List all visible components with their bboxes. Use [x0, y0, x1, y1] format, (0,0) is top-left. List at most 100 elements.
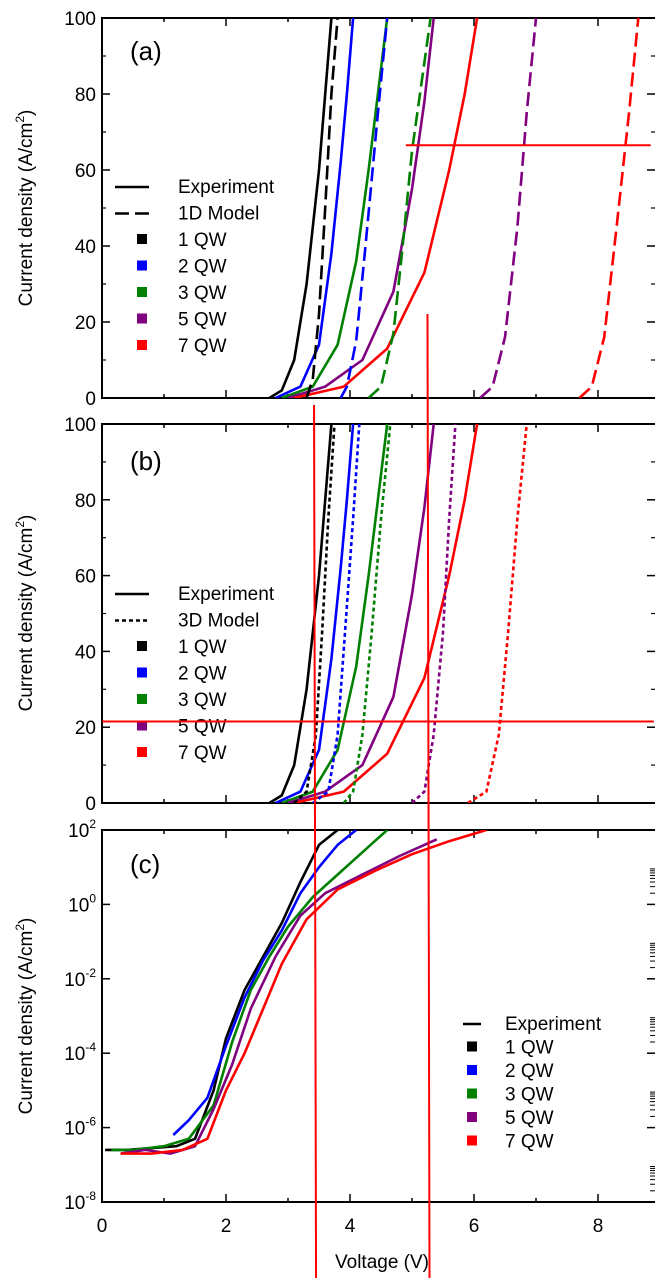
y-tick-label: 80 [75, 491, 96, 512]
series-line [342, 424, 392, 803]
x-tick-label: 4 [345, 1216, 356, 1237]
panel-c-frame [101, 829, 655, 1203]
legend-color-swatch [137, 694, 147, 704]
panel-b-legend: Experiment 3D Model 1 QW 2 QW 3 QW 5 QW 7 QW [115, 584, 275, 764]
red-annotation-lines [102, 144, 654, 1279]
series-line [293, 424, 336, 803]
x-tick-label: 2 [221, 1216, 232, 1237]
legend-color-swatch [467, 1135, 477, 1146]
series-line [578, 18, 640, 398]
legend-label: Experiment [178, 177, 275, 198]
series-line [111, 830, 389, 1152]
series-line [467, 424, 528, 803]
legend-label: 3 QW [178, 690, 227, 711]
series-line [411, 424, 457, 803]
y-tick-label: 102 [68, 817, 96, 842]
series-line [312, 424, 361, 803]
series-line [339, 18, 389, 398]
panel-a-ylabel: Current density (A/cm2) [13, 110, 37, 307]
legend-label: 3D Model [178, 611, 259, 632]
legend-color-swatch [467, 1041, 477, 1052]
y-tick-label: 10-4 [64, 1040, 96, 1065]
series-line [281, 18, 389, 398]
red-vertical-line [313, 404, 318, 1279]
y-tick-label: 0 [85, 389, 96, 410]
series-line [172, 830, 358, 1136]
legend-label: 2 QW [178, 664, 227, 685]
y-tick-label: 60 [75, 567, 96, 588]
legend-color-swatch [467, 1112, 477, 1122]
y-tick-label: 20 [75, 718, 96, 739]
legend-label: 5 QW [505, 1108, 554, 1129]
y-tick-label: 0 [85, 794, 96, 815]
y-tick-label: 80 [75, 85, 96, 106]
panel-b-ticks: 0 20 40 60 80 100 [64, 415, 655, 815]
legend-label: 7 QW [178, 743, 227, 764]
red-vertical-line [426, 313, 431, 1279]
y-tick-label: 20 [75, 313, 96, 334]
legend-label: 1 QW [178, 230, 227, 251]
legend-label: 1 QW [505, 1038, 554, 1059]
legend-color-swatch [467, 1088, 477, 1099]
panel-c-legend: Experiment 1 QW2 QW 3 QW5 QW 7 QW [463, 1014, 602, 1153]
series-line [275, 424, 355, 803]
legend-color-swatch [467, 1065, 477, 1075]
legend-label: 5 QW [178, 310, 227, 331]
y-tick-label: 40 [75, 642, 96, 663]
panel-b-series [268, 424, 528, 803]
legend-color-swatch [137, 313, 147, 324]
series-line [275, 18, 355, 398]
x-tick-label: 8 [593, 1216, 604, 1237]
x-axis-label: Voltage (V) [335, 1252, 429, 1273]
series-line [479, 18, 538, 398]
y-tick-label: 10-8 [64, 1189, 96, 1214]
series-line [367, 18, 432, 398]
legend-label: 2 QW [505, 1061, 554, 1082]
legend-label: 3 QW [178, 283, 227, 304]
panel-a-legend: Experiment 1D Model 1 QW 2 QW 3 QW 5 QW 7 QW [115, 177, 275, 357]
y-tick-label: 60 [75, 161, 96, 182]
legend-color-swatch [137, 720, 147, 731]
series-line [281, 424, 389, 803]
series-line [268, 18, 333, 398]
y-tick-label: 100 [64, 415, 96, 436]
panel-c-series [105, 830, 487, 1155]
panel-b-ylabel: Current density (A/cm2) [13, 515, 37, 712]
legend-label: Experiment [505, 1014, 602, 1035]
legend-color-swatch [137, 287, 147, 297]
legend-label: 1D Model [178, 204, 259, 225]
series-line [268, 424, 333, 803]
panel-a-series [268, 18, 640, 398]
legend-color-swatch [137, 340, 147, 350]
panel-a-label: (a) [130, 36, 162, 66]
y-tick-label: 10-6 [64, 1115, 96, 1140]
series-line [120, 838, 438, 1155]
panel-c-ticks: 10-8 10-6 10-4 10-2 100 102 0 2 4 6 8 [64, 817, 655, 1237]
legend-color-swatch [137, 234, 147, 244]
series-line [293, 18, 479, 398]
legend-label: Experiment [178, 584, 275, 605]
x-tick-label: 0 [97, 1216, 108, 1237]
legend-label: 7 QW [505, 1132, 554, 1153]
legend-color-swatch [137, 747, 147, 757]
series-line [293, 424, 479, 803]
y-tick-label: 10-2 [64, 966, 96, 991]
y-tick-label: 100 [68, 891, 96, 916]
series-line [287, 424, 435, 803]
panel-b-label: (b) [130, 446, 162, 476]
legend-color-swatch [137, 641, 147, 651]
series-line [305, 18, 339, 398]
legend-color-swatch [137, 667, 147, 678]
series-line [120, 830, 487, 1155]
panel-c-ylabel: Current density (A/cm2) [13, 918, 37, 1115]
legend-label: 1 QW [178, 637, 227, 658]
panel-a-ticks: 0 20 40 60 80 100 [64, 9, 655, 410]
legend-label: 5 QW [178, 717, 227, 738]
panel-c-label: (c) [130, 849, 160, 879]
legend-label: 2 QW [178, 257, 227, 278]
legend-label: 7 QW [178, 336, 227, 357]
legend-color-swatch [137, 260, 147, 271]
y-tick-label: 40 [75, 237, 96, 258]
legend-label: 3 QW [505, 1085, 554, 1106]
